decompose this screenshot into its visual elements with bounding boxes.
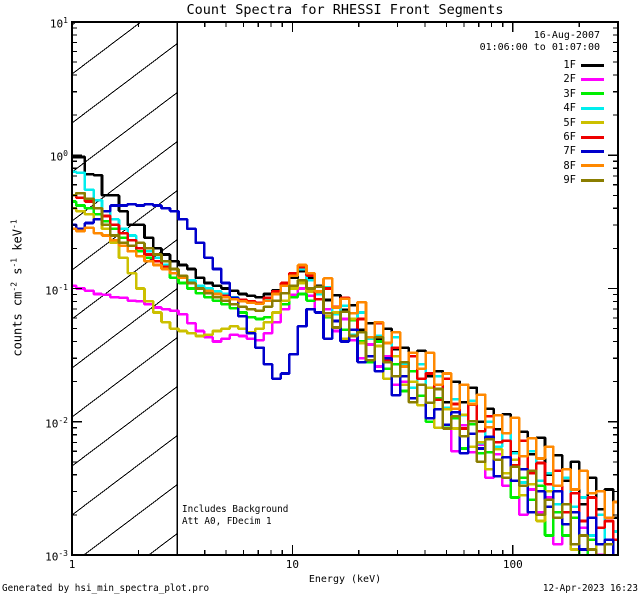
x-tick-label-1: 1 [68,558,76,571]
legend-swatch-4F [581,106,604,110]
legend-item-7F: 7F [563,144,604,158]
legend-label-8F: 8F [563,159,576,172]
y-label-sup: -1 [9,257,19,268]
y-label-part: keV [10,228,25,258]
legend-swatch-8F [581,164,604,168]
legend-swatch-3F [581,92,604,96]
legend-swatch-9F [581,178,604,182]
y-tick-label-10e-3: 10-3 [45,549,68,564]
legend-item-8F: 8F [563,159,604,173]
legend-item-9F: 9F [563,173,604,187]
y-tick-label-10e-2: 10-2 [45,415,68,431]
chart-title: Count Spectra for RHESSI Front Segments [186,2,504,18]
legend-swatch-2F [581,77,604,81]
legend-swatch-7F [581,149,604,153]
y-label-part: s [10,267,25,282]
x-tick-label-100: 100 [502,558,523,571]
low-energy-hatch-region [72,22,178,555]
axes-frame [71,21,619,556]
y-tick-label-10e-1: 10-1 [45,282,68,298]
x-tick-label-10: 10 [285,558,300,571]
y-tick-label-10e0: 100 [49,149,68,164]
legend-label-1F: 1F [563,59,576,71]
spectra-curves [72,155,618,555]
x-axis-label: Energy (keV) [308,574,382,585]
generator-credit: Generated by hsi_min_spectra_plot.pro [2,583,210,594]
legend-label-2F: 2F [563,73,576,86]
y-axis-label: counts cm-2 s-1 keV-1 [10,219,25,356]
legend-item-2F: 2F [563,72,604,86]
legend-label-5F: 5F [563,116,576,129]
legend-label-7F: 7F [563,145,576,158]
legend-item-4F: 4F [563,101,604,115]
legend-label-6F: 6F [563,131,576,143]
legend-item-5F: 5F [563,116,604,130]
y-label-sup: -1 [9,219,19,229]
legend-item-3F: 3F [563,87,604,101]
y-label-part: counts cm [10,291,25,357]
legend-swatch-6F [581,135,604,139]
legend-swatch-1F [581,63,604,67]
annotation-attenuator: Att A0, FDecim 1 [182,516,272,527]
series-9F-curve [72,191,614,555]
observation-date: 16-Aug-2007 [533,30,600,41]
annotation-background: Includes Background [182,504,289,515]
legend-item-1F: 1F [563,58,604,72]
legend-swatch-5F [581,121,604,125]
legend-item-6F: 6F [563,130,604,144]
render-timestamp: 12-Apr-2023 16:23 [542,583,638,594]
observation-time-range: 01:06:00 to 01:07:00 [479,42,600,53]
legend-label-4F: 4F [563,102,576,115]
y-label-sup: -2 [9,281,19,292]
y-tick-label-10e1: 101 [49,16,68,31]
series-7F-curve [72,202,615,555]
legend-label-9F: 9F [563,174,576,187]
series-8F-curve [72,226,618,520]
legend-label-3F: 3F [563,87,576,100]
